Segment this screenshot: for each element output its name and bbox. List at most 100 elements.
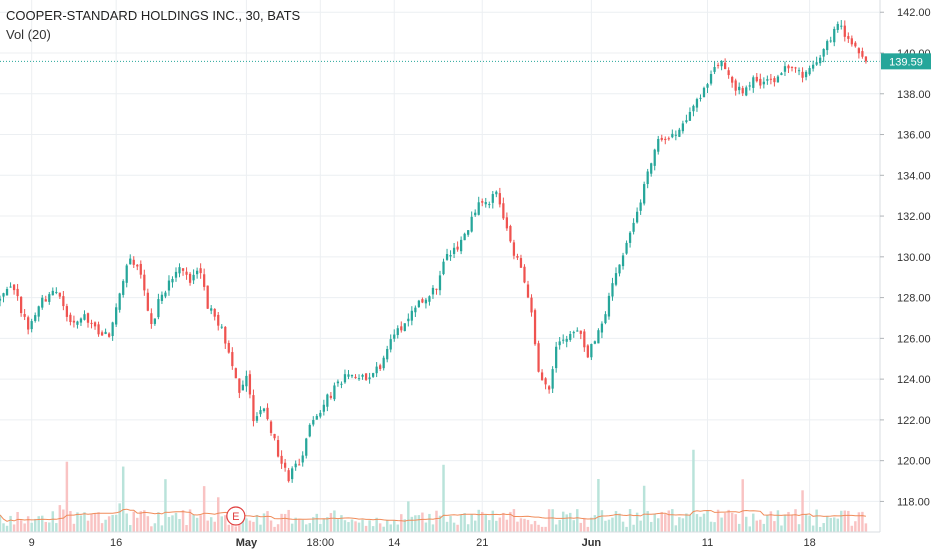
price-tick-label: 118.00 [897,496,930,508]
candle-body [160,294,164,301]
last-price-tag [881,53,931,70]
candle-body [435,288,438,290]
candle-body [431,287,435,295]
volume-bar [642,485,646,532]
candle-body [245,375,248,387]
volume-bar [26,516,30,532]
volume-bar [787,511,790,532]
candle-body [97,324,100,335]
candle-body [354,376,357,379]
volume-bar [37,516,40,532]
volume-bar [65,461,69,532]
candle-body [808,68,811,75]
volume-bar [653,513,656,532]
volume-bar [143,510,146,532]
candle-body [192,274,195,281]
candle-body [723,62,727,70]
volume-bar [280,513,283,532]
candle-body [555,346,558,369]
volume-bar [389,524,392,532]
volume-bar [371,526,375,532]
candle-body [632,222,635,232]
candle-body [262,408,266,412]
candle-body [181,268,185,271]
volume-bar [801,490,804,532]
volume-bar [55,523,58,532]
candle-body [79,318,83,323]
volume-bar [554,524,558,532]
volume-bar [840,510,843,532]
volume-bar [628,509,632,532]
volume-bar [780,525,783,532]
volume-bar [586,526,590,532]
candle-body [122,281,125,295]
volume-bar [864,523,868,532]
candle-body [326,394,329,407]
candle-body [157,299,160,318]
volume-bar [375,517,378,532]
candle-body [188,273,192,283]
candle-body [93,322,97,327]
volume-bar [431,524,435,532]
volume-bar [326,517,329,532]
volume-bar [255,514,259,532]
candle-body [685,120,688,123]
candle-body [213,308,216,317]
candle-body [604,314,607,324]
candle-body [540,372,544,381]
volume-bar [97,512,100,532]
volume-bar [657,518,660,532]
volume-bar [188,509,192,532]
volume-bar [220,516,223,532]
candle-body [90,322,93,324]
volume-bar [368,520,371,532]
candle-body [797,70,801,72]
price-axis-bg [880,0,932,550]
volume-bar [266,511,269,532]
volume-bar [597,478,600,532]
volume-bar [505,519,509,532]
volume-bar [104,519,107,532]
candle-body [115,307,118,325]
candle-body [308,424,311,437]
volume-ma-layer [0,508,866,522]
volume-bar [861,511,864,532]
volume-bar [452,522,456,532]
candle-body [44,299,47,302]
candle-body [861,51,864,57]
price-tick-label: 130.00 [897,252,931,264]
price-tick-label: 134.00 [897,170,931,182]
candle-body [762,81,765,85]
candle-body [530,297,533,313]
candle-body [294,463,297,468]
time-tick-label: 11 [702,537,713,549]
candle-body [23,314,26,317]
candle-body [343,374,347,383]
candle-body [477,202,480,215]
candle-body [301,455,304,463]
volume-bar [667,510,671,532]
volume-bar [660,511,663,532]
candle-body [400,326,403,331]
volume-bar [808,515,811,532]
candle-body [414,307,417,313]
candle-body [76,321,79,325]
candle-body [210,308,213,311]
volume-bar [146,516,150,532]
candle-body [234,368,237,379]
candle-body [16,288,19,297]
candle-body [206,285,209,309]
volume-bar [322,518,326,532]
candle-body [664,138,667,141]
candle-body [576,330,579,332]
volume-bar [361,519,364,532]
volume-bar [12,524,16,532]
candle-body [248,374,252,395]
volume-bar [748,526,751,532]
candle-body [125,265,128,283]
volume-bar [206,520,209,532]
volume-bar [5,525,9,532]
